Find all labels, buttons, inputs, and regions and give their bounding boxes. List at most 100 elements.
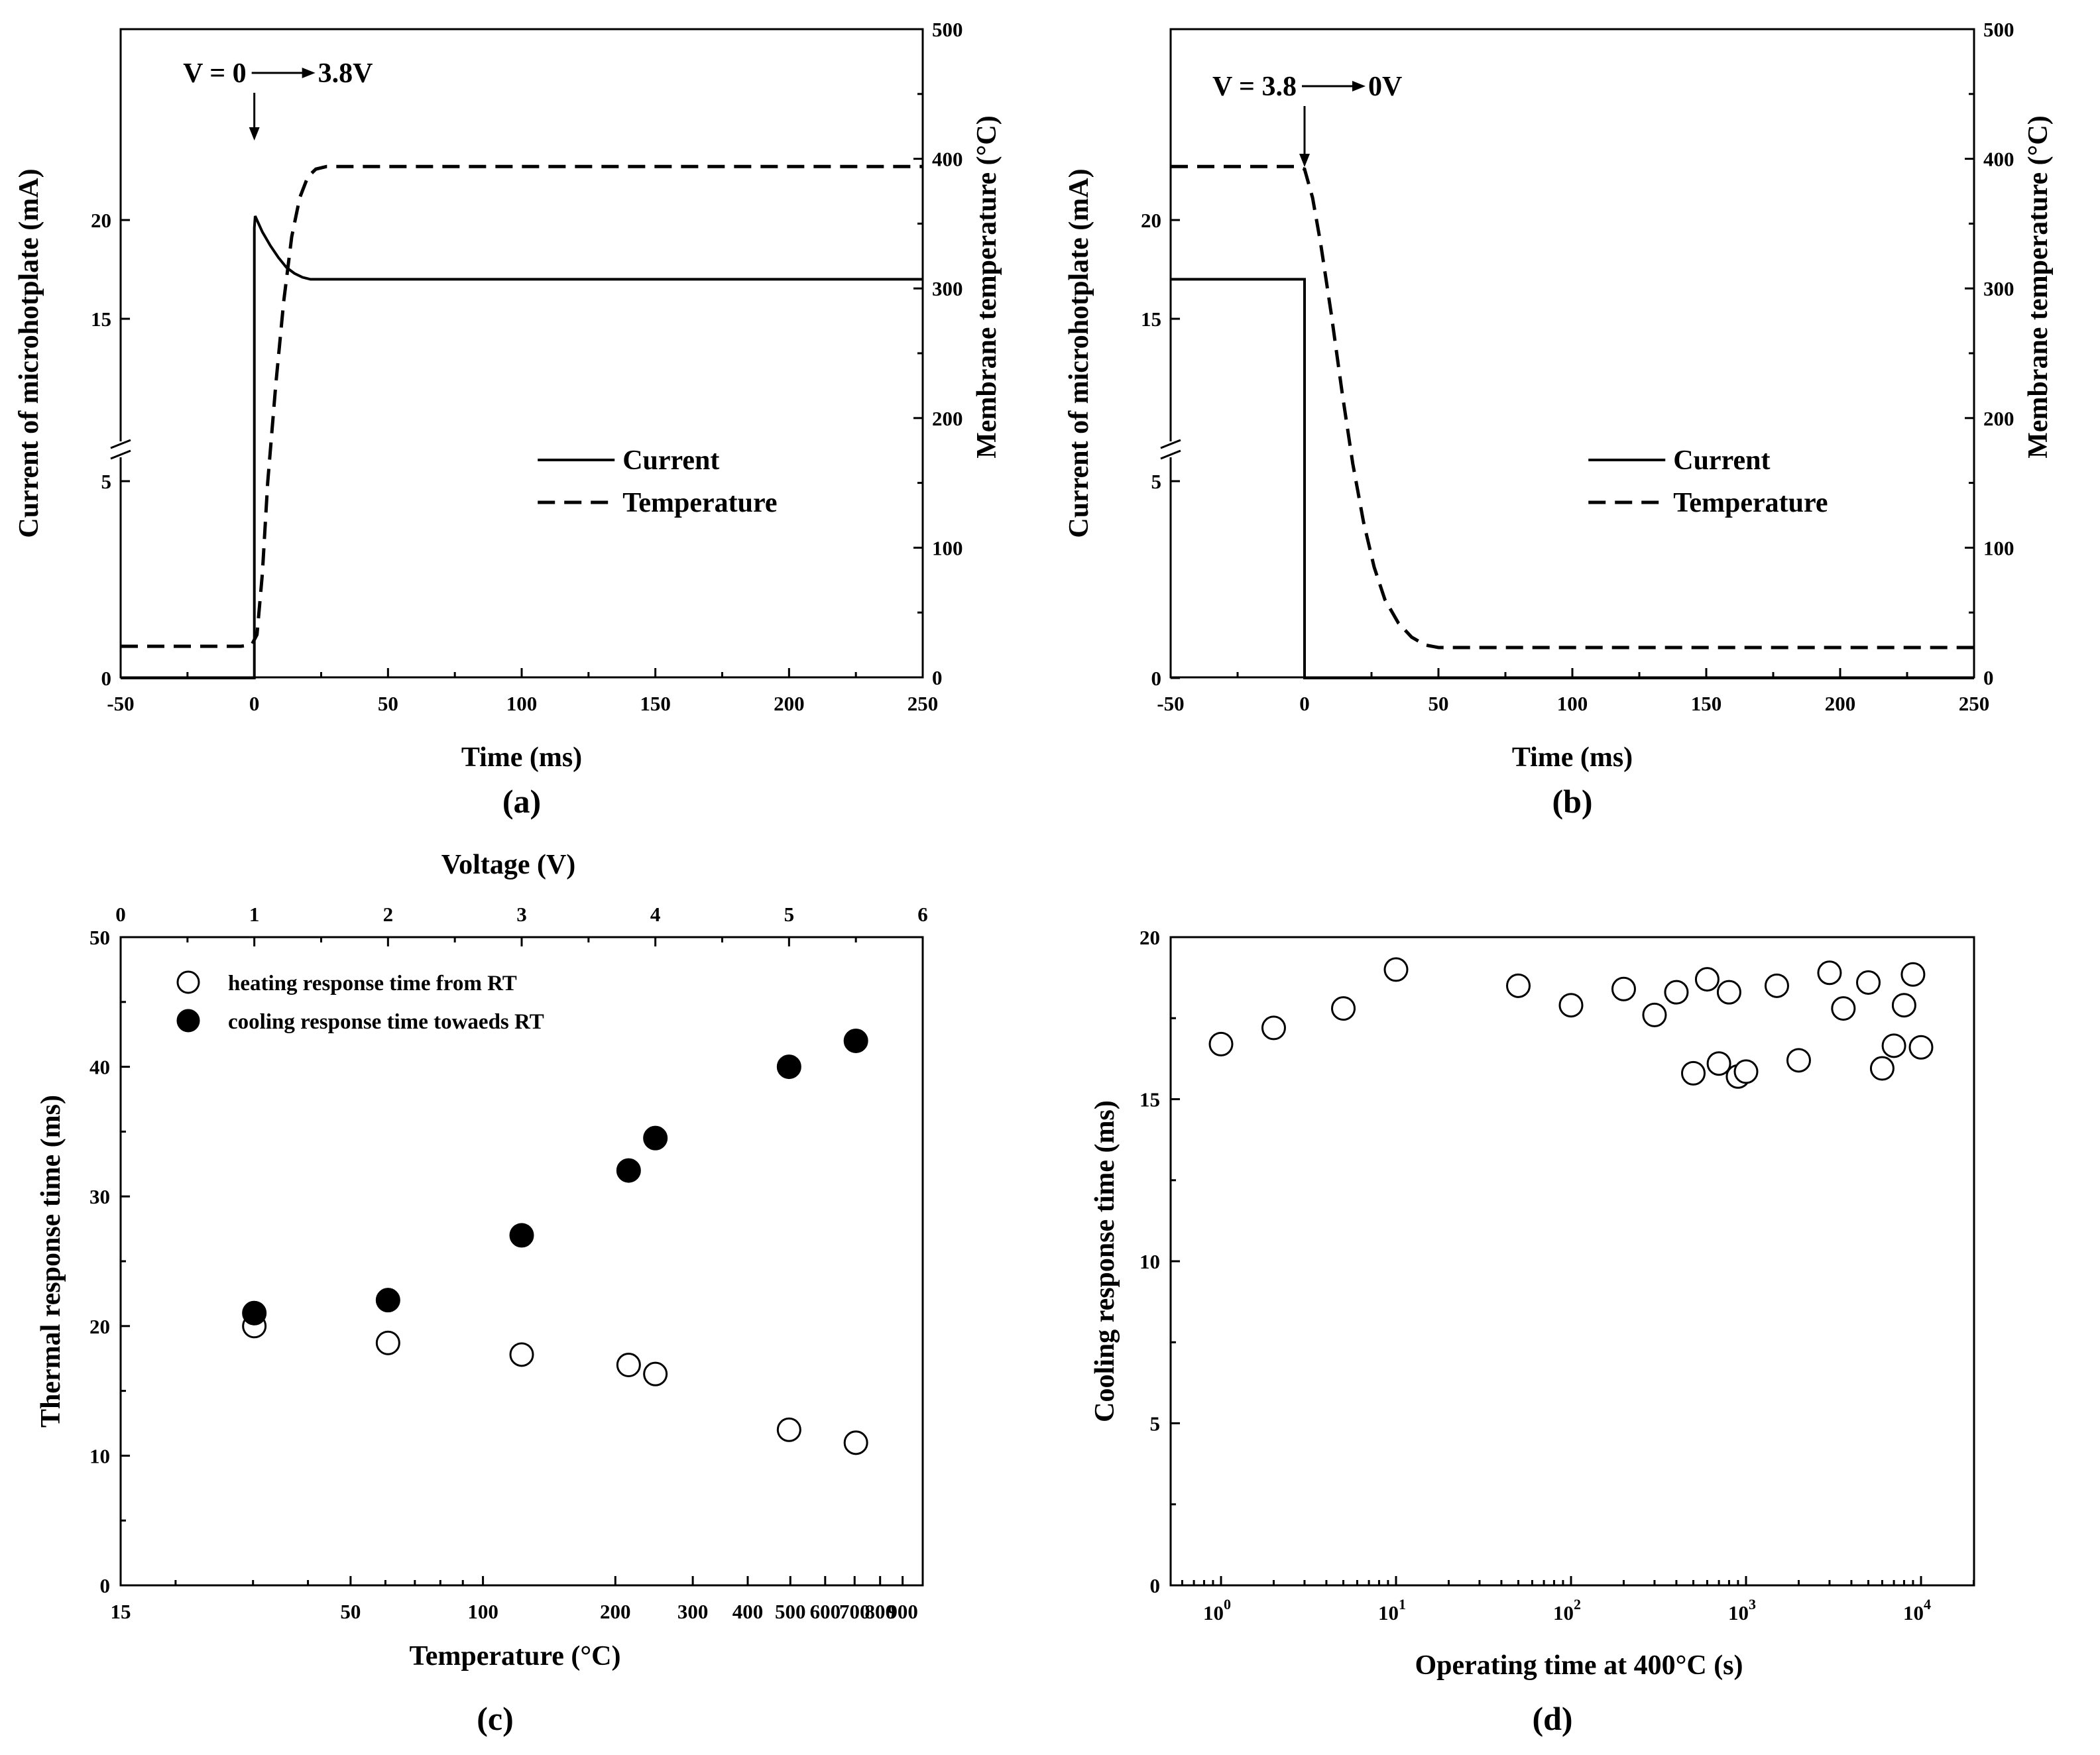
x-tick-label: 50	[1429, 692, 1449, 715]
y-right-tick-label: 200	[1983, 407, 2014, 430]
legend-marker-cooling	[176, 1009, 200, 1033]
annotation-arrowhead	[302, 68, 316, 78]
annotation-left-text: V = 0	[183, 58, 247, 89]
x-tick-label: 0	[1299, 692, 1310, 715]
data-point	[1681, 1060, 1706, 1086]
annotation-right-text: 0V	[1368, 72, 1402, 102]
cooling-point	[509, 1223, 534, 1248]
heating-point	[616, 1352, 641, 1377]
x-tick-label: 700	[839, 1600, 870, 1623]
heating-point	[643, 1361, 668, 1387]
x-tick-label: -50	[107, 692, 134, 715]
y-right-tick-label: 100	[1983, 536, 2014, 559]
heating-point	[843, 1430, 868, 1455]
y-left-tick-label: 0	[101, 667, 112, 690]
data-point	[1664, 980, 1689, 1005]
heating-point	[509, 1342, 534, 1367]
panel-label: (d)	[1532, 1700, 1572, 1737]
y-tick-label: 10	[89, 1444, 110, 1467]
heating-point	[375, 1330, 400, 1355]
top-x-tick-label: 1	[249, 903, 260, 926]
x-tick-label: 104	[1903, 1596, 1931, 1624]
x-axis-label: Time (ms)	[461, 742, 582, 773]
axis-break-mark	[110, 439, 131, 449]
y-tick-label: 50	[89, 926, 110, 949]
annotation-arrowhead	[1299, 154, 1310, 167]
annotation-arrowhead	[1352, 81, 1366, 91]
y-tick-label: 15	[1139, 1088, 1160, 1111]
x-tick-label-exponent: 0	[1224, 1596, 1231, 1613]
x-tick-label: 500	[775, 1600, 806, 1623]
plot-frame	[1169, 936, 1975, 1587]
cooling-point	[643, 1125, 668, 1151]
x-tick-label-base: 10	[1553, 1601, 1574, 1624]
x-tick-label: 50	[340, 1600, 361, 1623]
y-right-axis-label: Membrane temperature (°C)	[2023, 115, 2054, 459]
x-tick-label: 100	[506, 692, 538, 715]
legend-label-temperature: Temperature	[1673, 488, 1828, 518]
y-left-tick-label: 20	[91, 209, 111, 232]
data-point	[1611, 976, 1636, 1001]
panel-label: (c)	[477, 1700, 514, 1737]
y-right-tick-label: 300	[1983, 277, 2014, 300]
panel-a: -50 0 50 100 150 200 2500515200100200300400500…	[14, 18, 1002, 820]
x-tick-label: 50	[378, 692, 398, 715]
top-x-tick-label: 4	[650, 903, 661, 926]
y-right-tick-label: 0	[932, 666, 943, 689]
x-tick-label: 200	[600, 1600, 631, 1623]
x-tick-label: -50	[1157, 692, 1184, 715]
cooling-point	[242, 1300, 267, 1326]
cooling-point	[375, 1288, 400, 1313]
top-x-tick-label: 5	[784, 903, 795, 926]
top-x-tick-label: 6	[917, 903, 928, 926]
y-right-tick-label: 300	[932, 277, 963, 300]
x-tick-label: 600	[810, 1600, 841, 1623]
panel-label: (b)	[1552, 783, 1592, 820]
x-tick-label: 400	[732, 1600, 764, 1623]
x-tick-label: 150	[1691, 692, 1722, 715]
data-point	[1261, 1015, 1286, 1041]
y-left-tick-label: 15	[91, 308, 111, 331]
y-right-tick-label: 0	[1983, 666, 1994, 689]
annotation-left-text: V = 3.8	[1212, 72, 1297, 102]
data-point	[1786, 1048, 1811, 1073]
panel-b: -50 0 50 100 150 200 2500515200100200300400500…	[1064, 18, 2054, 820]
legend-label-current: Current	[622, 445, 719, 476]
y-right-tick-label: 400	[932, 148, 963, 171]
top-x-tick-label: 3	[516, 903, 527, 926]
y-left-tick-label: 5	[101, 470, 112, 493]
x-tick-label-base: 10	[1903, 1601, 1924, 1624]
data-point	[1900, 962, 1926, 987]
data-point	[1383, 957, 1409, 982]
y-tick-label: 30	[89, 1185, 110, 1208]
y-left-tick-label: 20	[1141, 209, 1161, 232]
x-tick-label: 200	[774, 692, 805, 715]
data-point	[1331, 996, 1356, 1021]
plot-frame	[1169, 28, 1975, 679]
y-left-tick-label: 5	[1151, 470, 1162, 493]
y-left-tick-label: 0	[1151, 667, 1162, 690]
y-tick-label: 0	[100, 1574, 111, 1597]
panel-label: (a)	[502, 783, 541, 820]
data-point	[1817, 960, 1842, 986]
x-tick-label: 103	[1728, 1596, 1756, 1624]
annotation-right-text: 3.8V	[318, 58, 373, 89]
data-point	[1558, 993, 1584, 1018]
y-tick-label: 5	[1150, 1412, 1161, 1436]
current-line	[121, 215, 923, 679]
temperature-line	[121, 164, 923, 648]
cooling-point	[616, 1158, 641, 1183]
x-tick-label: 900	[887, 1600, 918, 1623]
top-x-axis-label: Voltage (V)	[441, 850, 576, 880]
data-point	[1208, 1031, 1234, 1056]
y-tick-label: 0	[1150, 1574, 1161, 1597]
current-line	[1171, 278, 1974, 679]
legend-label-temperature: Temperature	[622, 488, 777, 518]
legend-label-heating: heating response time from RT	[228, 972, 517, 995]
x-axis-label: Temperature (°C)	[410, 1641, 621, 1671]
y-right-tick-label: 100	[932, 536, 963, 559]
cooling-point	[843, 1028, 868, 1053]
